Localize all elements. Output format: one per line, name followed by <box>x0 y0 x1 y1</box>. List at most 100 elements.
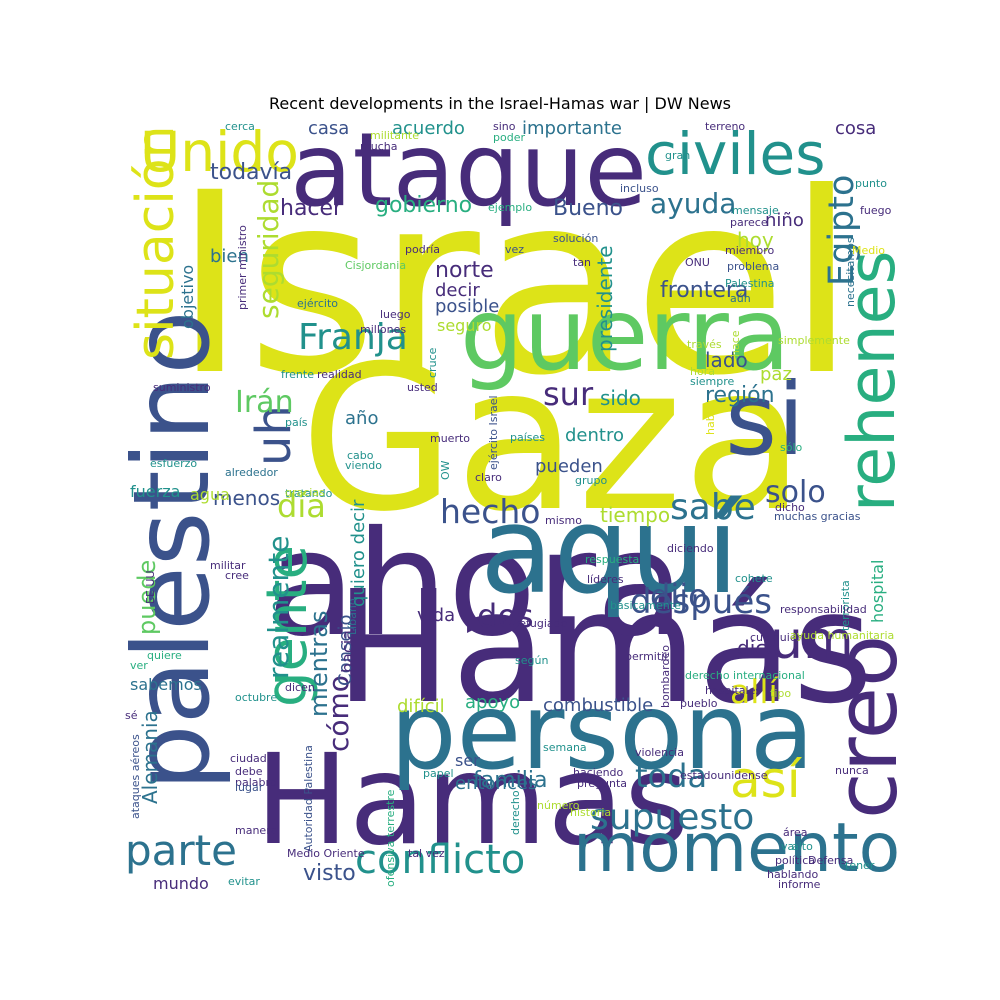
cloud-word: alto <box>792 840 813 853</box>
cloud-word: luego <box>380 308 411 321</box>
cloud-word: parece <box>730 216 768 229</box>
cloud-word: si <box>725 361 805 478</box>
cloud-word: bien <box>210 246 249 267</box>
cloud-word: ataque <box>290 120 648 230</box>
cloud-word: así <box>730 751 801 809</box>
cloud-word: parte <box>125 826 237 875</box>
cloud-word: ejército <box>297 297 339 310</box>
cloud-word: día <box>277 487 326 525</box>
cloud-word: problema <box>727 260 780 273</box>
cloud-word: líderes <box>587 573 624 586</box>
cloud-word: primer ministro <box>236 225 249 310</box>
cloud-word: dice <box>737 636 779 660</box>
cloud-word: Autoridad Palestina <box>302 745 315 852</box>
cloud-word: respuesta <box>585 553 640 566</box>
cloud-word: octubre <box>235 691 278 704</box>
cloud-word: refugiado <box>515 617 568 630</box>
cloud-word: persona <box>390 671 815 793</box>
cloud-word: dos <box>477 597 534 635</box>
cloud-word: historia <box>570 806 612 819</box>
cloud-word: poder <box>493 131 525 144</box>
cloud-word: suministro <box>153 381 211 394</box>
cloud-word: Alemania <box>138 710 162 804</box>
cloud-word: hoy <box>737 228 774 252</box>
cloud-word: ofensiva terrestre <box>384 789 397 887</box>
cloud-word: Medio <box>852 244 886 257</box>
cloud-word: manera <box>235 824 278 837</box>
cloud-word: tener <box>845 859 875 872</box>
cloud-word: militante <box>370 129 419 142</box>
cloud-word: va <box>781 840 795 853</box>
cloud-word: sido <box>600 386 641 410</box>
cloud-word: ser <box>455 751 480 770</box>
cloud-word: solo <box>765 475 826 510</box>
cloud-word: frontera <box>660 278 749 303</box>
cloud-word: Palestina <box>725 277 775 290</box>
cloud-word: terreno <box>705 120 746 133</box>
cloud-word: simplemente <box>778 334 850 347</box>
cloud-word: según <box>515 654 549 667</box>
cloud-word: violencia <box>635 746 684 759</box>
cloud-word: fuego <box>860 204 892 217</box>
cloud-word: pregunta <box>577 777 628 790</box>
cloud-word: militar <box>210 559 246 572</box>
cloud-word: dentro <box>565 425 624 446</box>
cloud-word: debe <box>235 765 263 778</box>
cloud-word: dicen <box>285 681 315 694</box>
cloud-word: mientras <box>305 610 333 717</box>
cloud-word: Cisjordania <box>345 259 407 272</box>
cloud-word: cualquier <box>750 631 802 644</box>
cloud-word: momento <box>573 809 900 888</box>
cloud-word: allí <box>730 672 778 711</box>
cloud-word: paz <box>760 364 792 385</box>
cloud-word: um <box>770 611 854 671</box>
cloud-word: mundo <box>153 874 209 893</box>
cloud-word: sólo <box>780 441 803 454</box>
cloud-word: niño <box>765 210 804 231</box>
cloud-word: ONU <box>685 256 710 269</box>
cloud-word: sé <box>125 709 138 722</box>
cloud-word: después <box>630 582 772 622</box>
cloud-word: esfuerzo <box>150 457 198 470</box>
cloud-word: sino <box>493 120 516 133</box>
cloud-word: semana <box>543 741 587 754</box>
cloud-word: hospital <box>868 559 887 623</box>
cloud-word: decir <box>435 280 480 301</box>
cloud-word: ahora <box>267 500 685 669</box>
cloud-word: país <box>285 416 308 429</box>
cloud-word: cree <box>225 569 249 582</box>
cloud-word: grupo <box>575 474 608 487</box>
cloud-word: aquí <box>480 482 740 621</box>
cloud-word: papel <box>423 767 454 780</box>
cloud-word: Líbano <box>346 598 359 635</box>
cloud-word: Franja <box>298 317 408 358</box>
cloud-word: entonces <box>455 773 538 794</box>
cloud-word: área <box>783 826 808 839</box>
cloud-word: casa <box>308 120 350 139</box>
cloud-word: siempre <box>690 375 735 388</box>
cloud-word: tal vez <box>408 847 445 860</box>
cloud-word: cohete <box>735 572 773 585</box>
cloud-word: Israel <box>173 139 857 430</box>
cloud-word: toda <box>635 757 708 795</box>
cloud-word: cerca <box>225 120 255 133</box>
cloud-word: civiles <box>645 120 826 188</box>
cloud-word: evitar <box>228 875 260 888</box>
cloud-word: mismo <box>545 514 582 527</box>
cloud-word: cabo <box>347 449 374 462</box>
cloud-word: millones <box>360 323 407 336</box>
cloud-word: Defensa <box>808 854 854 867</box>
cloud-word: gobierno <box>375 193 473 218</box>
cloud-word: fuerza <box>130 482 181 501</box>
cloud-word: hacia <box>338 630 357 673</box>
cloud-word: agua <box>190 485 230 504</box>
cloud-word: Medio Oriente <box>287 847 365 860</box>
cloud-word: EE UU <box>144 570 157 605</box>
cloud-word: países <box>510 431 546 444</box>
cloud-word: seguridad <box>252 179 285 319</box>
cloud-word: ejemplo <box>488 201 533 214</box>
cloud-word: usted <box>407 381 438 394</box>
word-cloud: Israel Gaza Hamás ahora Hamas persona aquí ataq… <box>125 120 900 895</box>
cloud-word: dijo <box>650 577 708 615</box>
cloud-word: cruce <box>426 347 439 378</box>
